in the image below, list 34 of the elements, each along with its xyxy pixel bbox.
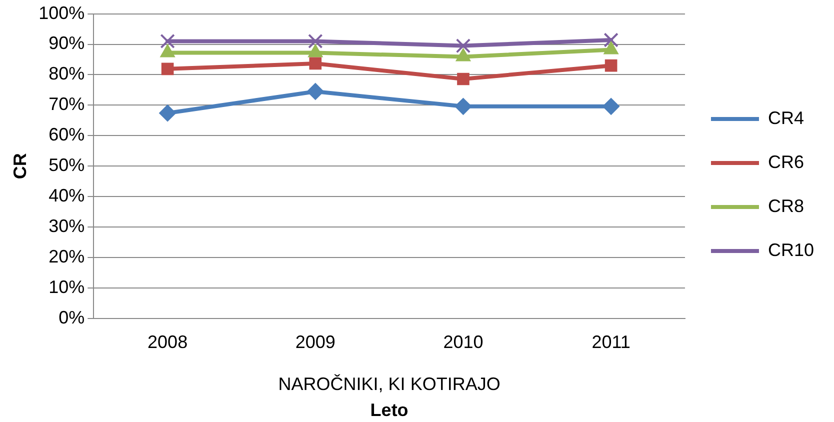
- legend-label: CR10: [768, 240, 814, 260]
- point: [604, 32, 618, 48]
- x-tick-label: 2009: [295, 332, 336, 352]
- point: [604, 59, 618, 72]
- point: [159, 104, 176, 122]
- x-tick-label: 2010: [443, 332, 484, 352]
- x-tick-label: 2011: [592, 332, 630, 352]
- point: [602, 98, 620, 115]
- y-tick-label: 20%: [48, 246, 85, 266]
- x-tick-label: 2008: [148, 332, 188, 352]
- point: [457, 72, 470, 86]
- point: [306, 82, 324, 100]
- text: NAROČNIKI, KI KOTIRAJO: [278, 374, 500, 394]
- y-tick-label: 10%: [48, 276, 85, 297]
- point: [309, 57, 322, 70]
- y-tick-label: 100%: [38, 2, 85, 23]
- point: [308, 34, 323, 49]
- point: [454, 98, 472, 115]
- y-axis-title: CR: [10, 153, 30, 180]
- legend-label: CR6: [768, 152, 804, 172]
- x-axis-title: Leto: [370, 400, 408, 420]
- point: [456, 38, 471, 54]
- y-tick-label: 80%: [48, 64, 85, 84]
- point: [160, 34, 175, 49]
- y-tick-label: 70%: [48, 94, 85, 114]
- legend-label: CR4: [768, 108, 804, 128]
- point: [161, 62, 174, 76]
- y-tick-label: 30%: [48, 216, 85, 236]
- y-tick-label: 50%: [48, 155, 85, 176]
- y-tick-label: 90%: [48, 33, 85, 54]
- y-tick-label: 60%: [48, 124, 85, 145]
- y-tick-label: 0%: [58, 307, 85, 328]
- y-tick-label: 40%: [48, 186, 85, 206]
- legend-label: CR8: [768, 196, 804, 216]
